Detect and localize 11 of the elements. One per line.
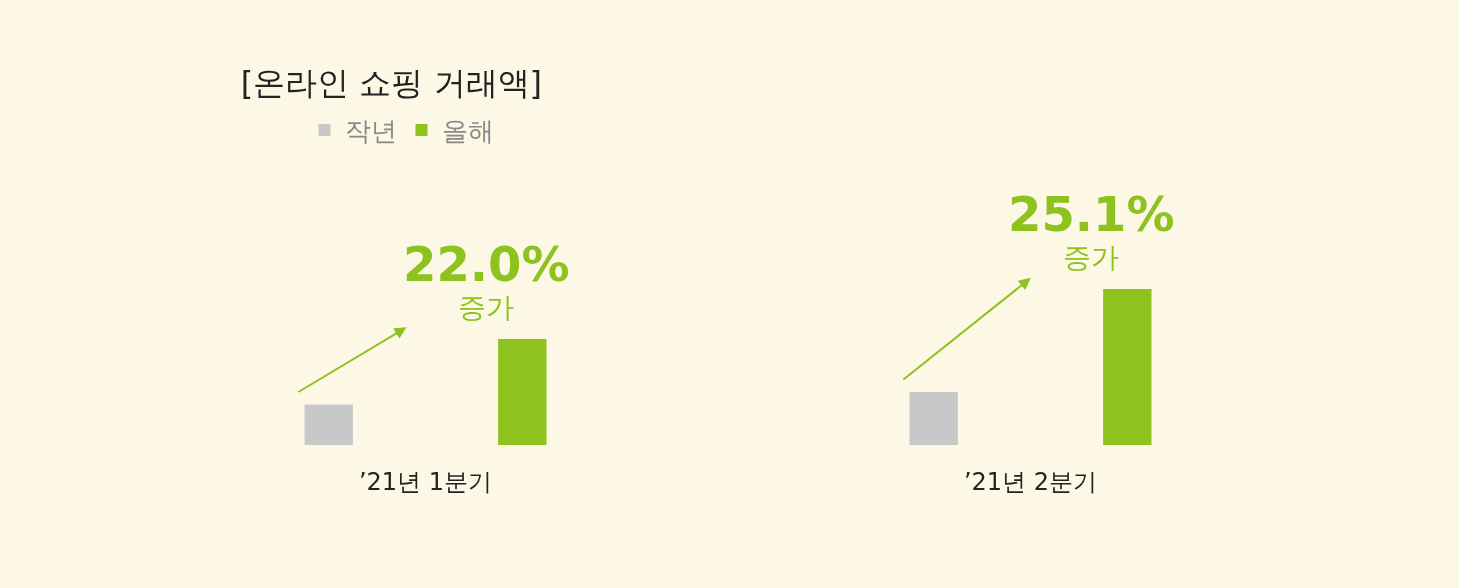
legend-label: 올해 <box>441 116 494 147</box>
x-tick-label: ’21년 1분기 <box>358 468 493 496</box>
text: 25.1% 증가 <box>1008 186 1175 275</box>
bar <box>909 392 958 445</box>
bar <box>498 339 547 445</box>
chart-title: [온라인 쇼핑 거래액] <box>240 63 543 102</box>
legend-label: 작년 <box>344 116 397 147</box>
bar <box>1103 289 1152 445</box>
annotation: 22.0% 증가 <box>403 236 570 325</box>
x-tick-label: ’21년 2분기 <box>963 468 1098 496</box>
bar <box>304 404 353 445</box>
